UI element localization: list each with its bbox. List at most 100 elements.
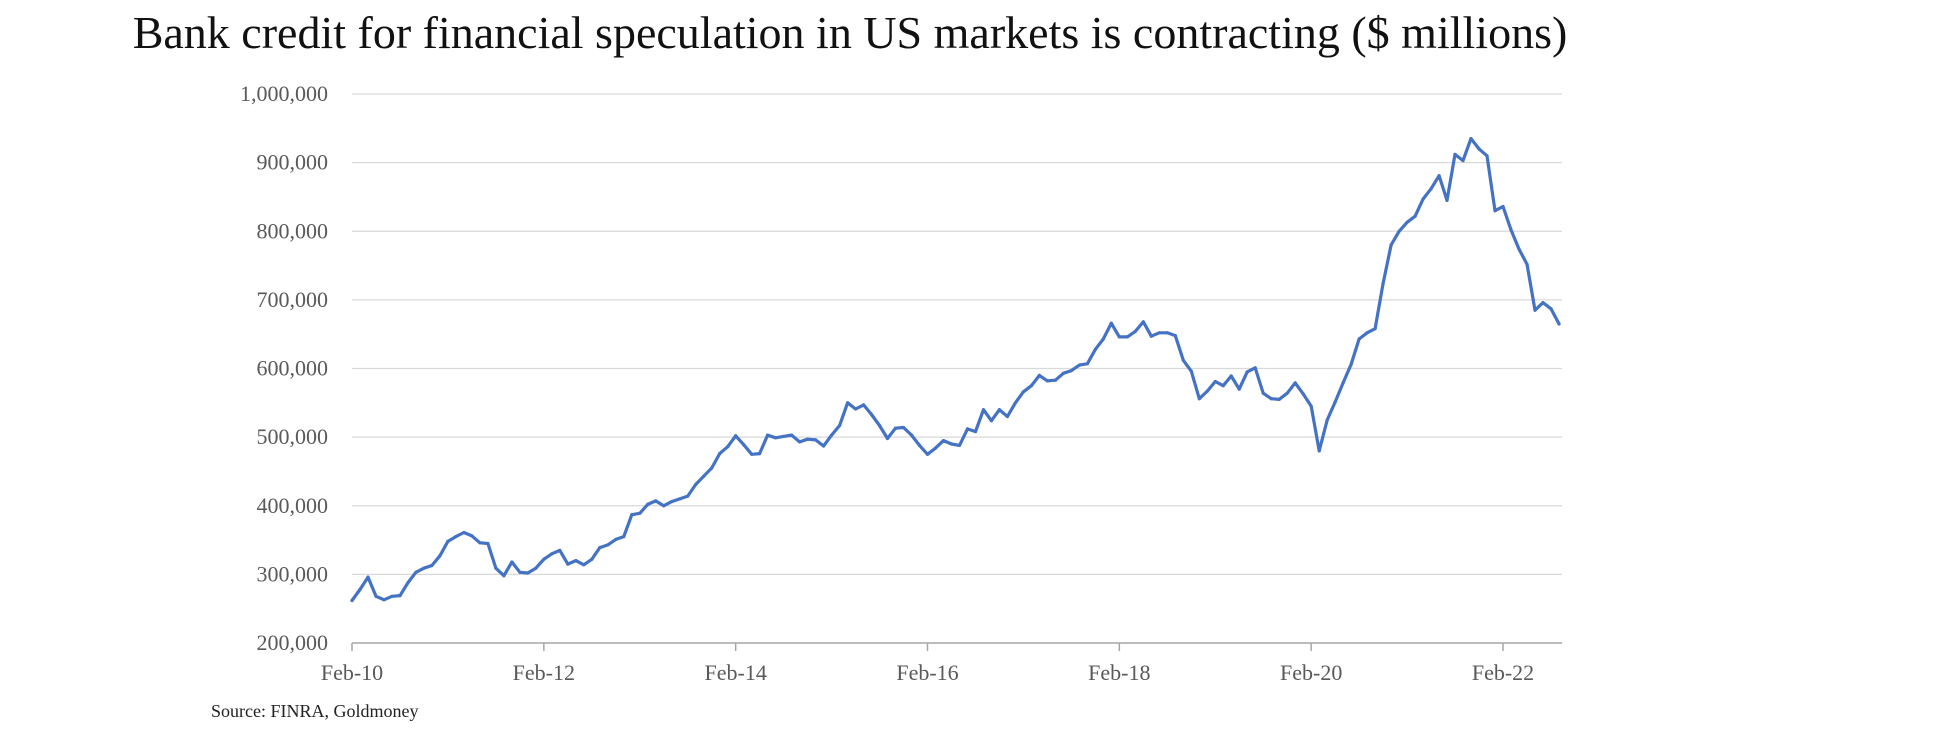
data-point [414, 570, 418, 574]
data-point [917, 443, 922, 447]
data-point [1277, 397, 1281, 401]
data-point [933, 446, 938, 450]
data-point [869, 412, 874, 417]
data-point [710, 466, 714, 470]
data-point [678, 497, 682, 501]
data-point [694, 482, 698, 487]
data-point [534, 566, 538, 570]
data-point [406, 581, 410, 585]
data-point [1045, 379, 1049, 383]
data-point [854, 407, 858, 411]
data-point [790, 433, 794, 437]
data-point [846, 401, 850, 405]
data-point [758, 452, 762, 456]
data-point [470, 534, 474, 538]
data-point [1341, 381, 1345, 385]
y-tick-label: 900,000 [257, 150, 329, 175]
data-point [1149, 334, 1153, 338]
data-point [814, 438, 818, 442]
data-point [1453, 152, 1457, 156]
data-point [1389, 243, 1393, 247]
data-point [862, 403, 866, 407]
data-point [478, 541, 482, 545]
y-tick-label: 500,000 [257, 424, 329, 449]
data-point [486, 541, 490, 546]
data-point [390, 594, 394, 598]
chart-title: Bank credit for financial speculation in… [132, 7, 1568, 58]
data-point [925, 452, 930, 456]
data-point [1133, 329, 1137, 333]
data-point [1517, 247, 1521, 251]
data-point [1293, 381, 1297, 385]
data-point [909, 433, 914, 437]
y-axis-tick-labels: 200,000 300,000 400,000 500,000 600,000 700,0… [240, 81, 328, 655]
data-point [1005, 414, 1010, 419]
data-point [350, 598, 354, 603]
data-point [750, 452, 754, 456]
x-tick-label: Feb-14 [705, 660, 767, 685]
x-tick-label: Feb-18 [1088, 660, 1150, 685]
y-tick-label: 800,000 [257, 218, 329, 243]
y-tick-label: 1,000,000 [240, 81, 328, 106]
data-point [398, 594, 402, 598]
y-tick-label: 700,000 [257, 287, 329, 312]
series-layer [350, 137, 1561, 603]
data-point [550, 552, 554, 556]
data-point [798, 440, 802, 444]
data-point [1301, 392, 1305, 396]
data-point [1533, 308, 1537, 312]
data-point [1381, 281, 1385, 285]
x-tick-label: Feb-20 [1280, 660, 1342, 685]
data-point [1469, 137, 1473, 141]
data-point [582, 563, 586, 567]
data-point [718, 452, 722, 456]
data-point [1557, 322, 1561, 326]
data-point [1429, 187, 1433, 191]
y-tick-label: 400,000 [257, 493, 329, 518]
data-point [518, 570, 522, 574]
data-point [830, 433, 834, 437]
data-point [366, 575, 370, 579]
data-point [614, 537, 618, 542]
data-point [1037, 373, 1041, 377]
data-point [1421, 197, 1425, 201]
data-point [670, 500, 674, 504]
data-point [1253, 366, 1257, 370]
data-point [774, 436, 778, 440]
data-point [1397, 229, 1401, 233]
y-tick-label: 600,000 [257, 356, 329, 381]
data-point [1365, 331, 1369, 335]
data-point [1349, 362, 1353, 366]
data-point [662, 504, 666, 508]
data-point [941, 439, 946, 443]
data-point [1493, 209, 1497, 213]
data-point [1141, 320, 1145, 324]
data-point [502, 574, 506, 578]
data-point [1357, 337, 1361, 341]
data-point [1261, 391, 1265, 395]
data-point [1485, 154, 1489, 158]
data-point [654, 499, 658, 503]
data-point [997, 408, 1002, 412]
data-point [510, 560, 514, 564]
data-point [1069, 369, 1073, 373]
data-point [885, 436, 890, 441]
data-point [382, 598, 386, 602]
data-point [574, 559, 578, 563]
data-point [646, 502, 650, 506]
data-point [1093, 347, 1097, 351]
data-point [1269, 397, 1273, 401]
x-tick-label: Feb-16 [896, 660, 958, 685]
data-point [1509, 228, 1513, 232]
data-point [1173, 334, 1177, 338]
data-point [806, 437, 810, 441]
data-point [901, 425, 906, 430]
data-point [686, 494, 690, 498]
source-note: Source: FINRA, Goldmoney [211, 701, 419, 721]
data-point [1333, 400, 1337, 404]
data-point [1549, 307, 1553, 311]
data-point [1013, 401, 1018, 405]
data-point [1213, 379, 1217, 384]
data-point [734, 434, 738, 438]
data-point [957, 443, 962, 447]
